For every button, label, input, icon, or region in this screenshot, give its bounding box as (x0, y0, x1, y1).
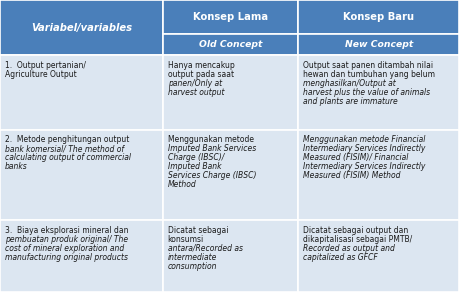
Bar (0, 0, 163, 55)
Text: Imputed Bank Services: Imputed Bank Services (168, 144, 256, 153)
Text: Measured (FISIM) Method: Measured (FISIM) Method (303, 171, 400, 180)
Text: Output saat panen ditambah nilai: Output saat panen ditambah nilai (303, 61, 433, 70)
Text: cost of mineral exploration and: cost of mineral exploration and (5, 244, 124, 253)
Text: bank komersial/ The method of: bank komersial/ The method of (5, 144, 123, 153)
Text: Konsep Lama: Konsep Lama (193, 12, 268, 22)
Text: antara/Recorded as: antara/Recorded as (168, 244, 242, 253)
Text: Services Charge (IBSC): Services Charge (IBSC) (168, 171, 256, 180)
Text: harvest output: harvest output (168, 88, 224, 97)
Text: Dicatat sebagai: Dicatat sebagai (168, 226, 228, 235)
Bar (0, 220, 163, 292)
Text: hewan dan tumbuhan yang belum: hewan dan tumbuhan yang belum (303, 70, 435, 79)
Text: Intermediary Services Indirectly: Intermediary Services Indirectly (303, 162, 425, 171)
Bar (0, 55, 163, 130)
Bar (163, 55, 298, 130)
Text: Method: Method (168, 180, 196, 189)
Text: banks: banks (5, 162, 28, 171)
Text: harvest plus the value of animals: harvest plus the value of animals (303, 88, 430, 97)
Text: manufacturing original products: manufacturing original products (5, 253, 128, 262)
Text: Konsep Baru: Konsep Baru (343, 12, 414, 22)
Text: Menggunakan metode: Menggunakan metode (168, 135, 253, 144)
Text: Charge (IBSC)/: Charge (IBSC)/ (168, 153, 224, 162)
Bar (298, 55, 459, 130)
Text: Menggunakan metode Financial: Menggunakan metode Financial (303, 135, 425, 144)
Bar (163, 220, 298, 292)
Text: Agriculture Output: Agriculture Output (5, 70, 76, 79)
Text: Hanya mencakup: Hanya mencakup (168, 61, 234, 70)
Text: panen/Only at: panen/Only at (168, 79, 222, 88)
Text: New Concept: New Concept (345, 40, 413, 49)
Text: dikapitalisasi sebagai PMTB/: dikapitalisasi sebagai PMTB/ (303, 235, 412, 244)
Text: 2.  Metode penghitungan output: 2. Metode penghitungan output (5, 135, 129, 144)
Text: output pada saat: output pada saat (168, 70, 234, 79)
Text: menghasilkan/Output at: menghasilkan/Output at (303, 79, 396, 88)
Text: Intermediary Services Indirectly: Intermediary Services Indirectly (303, 144, 425, 153)
Bar (298, 130, 459, 220)
Bar (0, 130, 163, 220)
Bar (163, 0, 298, 34)
Text: konsumsi: konsumsi (168, 235, 204, 244)
Text: Imputed Bank: Imputed Bank (168, 162, 221, 171)
Bar (298, 220, 459, 292)
Text: intermediate: intermediate (168, 253, 217, 262)
Text: Old Concept: Old Concept (199, 40, 263, 49)
Text: calculating output of commercial: calculating output of commercial (5, 153, 131, 162)
Text: Measured (FISIM)/ Financial: Measured (FISIM)/ Financial (303, 153, 409, 162)
Text: and plants are immature: and plants are immature (303, 97, 397, 106)
Bar (163, 34, 298, 55)
Text: consumption: consumption (168, 262, 217, 271)
Bar (163, 130, 298, 220)
Text: Dicatat sebagai output dan: Dicatat sebagai output dan (303, 226, 408, 235)
Bar (298, 34, 459, 55)
Text: 1.  Output pertanian/: 1. Output pertanian/ (5, 61, 85, 70)
Text: 3.  Biaya eksplorasi mineral dan: 3. Biaya eksplorasi mineral dan (5, 226, 128, 235)
Text: pembuatan produk original/ The: pembuatan produk original/ The (5, 235, 128, 244)
Text: capitalized as GFCF: capitalized as GFCF (303, 253, 378, 262)
Text: Recorded as output and: Recorded as output and (303, 244, 395, 253)
Bar (298, 0, 459, 34)
Text: Variabel/variables: Variabel/variables (31, 23, 132, 33)
